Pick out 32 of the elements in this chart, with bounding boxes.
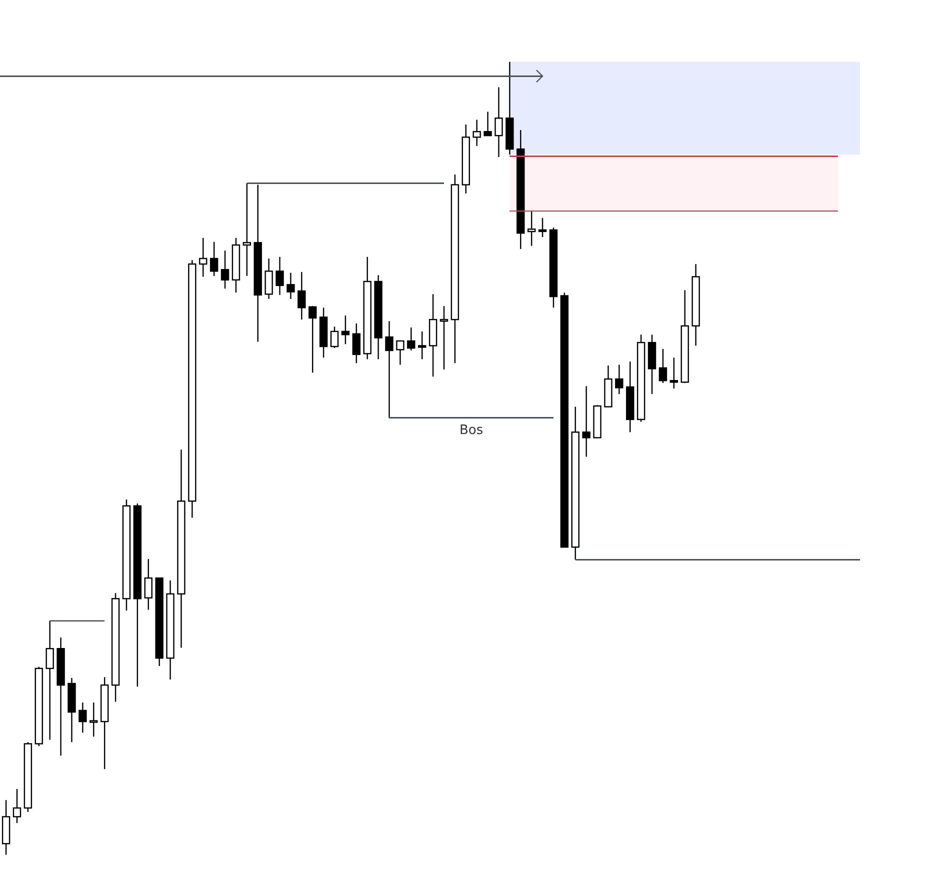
candlestick	[46, 620, 54, 740]
candlestick	[440, 305, 448, 370]
candlestick	[90, 702, 98, 738]
candlestick	[330, 326, 339, 349]
candlestick	[418, 330, 426, 360]
candlestick	[494, 86, 503, 158]
candlestick	[210, 241, 218, 277]
candlestick	[144, 558, 152, 610]
candlestick	[220, 250, 230, 290]
candlestick	[78, 702, 87, 734]
candlestick	[538, 217, 547, 238]
candlestick	[582, 386, 590, 458]
candlestick	[352, 322, 360, 364]
candlestick	[308, 305, 317, 374]
candlestick	[407, 326, 416, 352]
candlestick	[527, 210, 536, 246]
candlestick	[658, 348, 668, 384]
candlestick	[396, 340, 404, 366]
candlestick	[472, 119, 481, 146]
candlestick	[615, 364, 624, 395]
candlestick	[286, 272, 295, 300]
candlestick	[276, 256, 284, 296]
candlestick	[385, 320, 394, 418]
candlestick	[199, 237, 208, 278]
candlestick	[12, 788, 22, 824]
ref-line-label: Bos	[460, 423, 484, 438]
candlestick	[298, 271, 306, 320]
candlestick	[264, 258, 273, 300]
candlestick	[670, 357, 678, 390]
candlestick	[484, 111, 492, 136]
candlestick	[242, 182, 252, 277]
candlestick	[341, 314, 350, 345]
